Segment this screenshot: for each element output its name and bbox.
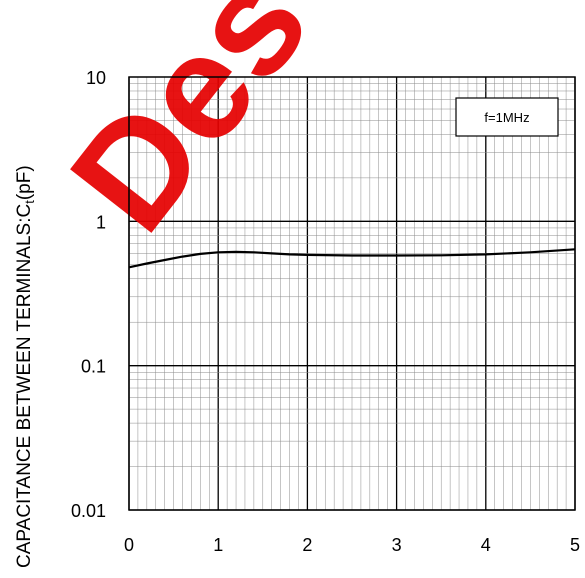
x-tick-labels: 0 1 2 3 4 5 (124, 535, 580, 555)
x-tick-label: 0 (124, 535, 134, 555)
annotation-frame (455, 97, 559, 137)
plot-border (128, 76, 576, 511)
x-tick-label: 3 (392, 535, 402, 555)
y-tick-label: 10 (86, 68, 106, 88)
series-layer (128, 248, 576, 269)
y-axis-label-subscript: t (22, 200, 37, 204)
y-axis-label-unit: (pF) (14, 165, 35, 200)
y-axis-label: CAPACITANCE BETWEEN TERMINALS:Ct(pF) (14, 165, 37, 568)
y-axis-label-main: CAPACITANCE BETWEEN TERMINALS:C (14, 204, 35, 568)
series-line-0 (128, 248, 576, 269)
y-tick-labels: 0.01 0.1 1 10 (71, 68, 106, 521)
x-tick-label: 4 (481, 535, 491, 555)
annotation-box: f=1MHz (455, 97, 559, 137)
x-tick-label: 2 (302, 535, 312, 555)
y-tick-label: 0.1 (81, 357, 106, 377)
annotation-text: f=1MHz (484, 110, 529, 125)
y-tick-label: 0.01 (71, 501, 106, 521)
y-tick-label: 1 (96, 212, 106, 232)
x-tick-label: 5 (570, 535, 580, 555)
x-tick-label: 1 (213, 535, 223, 555)
plot-frame (128, 76, 576, 511)
